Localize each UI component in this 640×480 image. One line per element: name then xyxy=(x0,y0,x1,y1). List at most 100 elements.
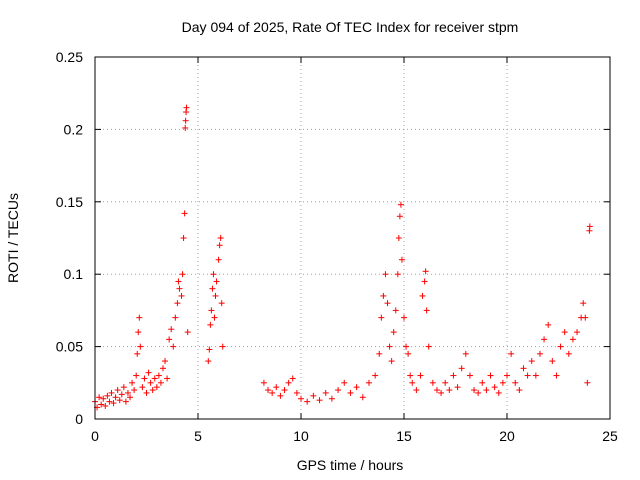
data-point xyxy=(110,400,117,407)
data-point xyxy=(328,395,335,402)
data-point xyxy=(162,358,169,365)
data-point xyxy=(98,401,105,408)
data-point xyxy=(574,329,581,336)
data-point xyxy=(553,372,560,379)
data-point xyxy=(586,223,593,230)
data-point xyxy=(112,394,119,401)
data-point xyxy=(382,271,389,278)
data-point xyxy=(174,300,181,307)
data-point xyxy=(134,350,141,357)
data-point xyxy=(520,365,527,372)
data-point xyxy=(569,336,576,343)
data-point xyxy=(159,365,166,372)
data-point xyxy=(475,389,482,396)
data-point xyxy=(487,372,494,379)
data-point xyxy=(147,379,154,386)
x-tick-label: 5 xyxy=(194,428,202,444)
data-point xyxy=(114,387,121,394)
data-point xyxy=(528,358,535,365)
data-point xyxy=(341,379,348,386)
data-point xyxy=(218,300,225,307)
data-point xyxy=(180,235,187,241)
data-point xyxy=(401,314,407,321)
data-point xyxy=(450,372,457,379)
data-point xyxy=(260,379,267,386)
data-point xyxy=(395,235,402,241)
data-point xyxy=(102,402,109,409)
data-point xyxy=(499,379,506,386)
data-point xyxy=(175,278,182,285)
data-point xyxy=(108,389,115,396)
data-point xyxy=(512,379,519,386)
grid-lines xyxy=(95,57,610,419)
data-point xyxy=(565,350,572,357)
data-point xyxy=(458,365,465,372)
data-point xyxy=(166,336,173,343)
data-point xyxy=(304,398,311,405)
data-point xyxy=(182,117,189,124)
data-point xyxy=(96,394,103,401)
x-axis-label: GPS time / hours xyxy=(297,457,404,473)
data-point xyxy=(133,372,140,379)
data-point xyxy=(182,124,189,131)
data-point xyxy=(466,372,473,379)
data-point xyxy=(183,104,190,111)
data-point xyxy=(398,256,405,263)
data-point xyxy=(335,387,342,394)
data-point xyxy=(365,379,372,386)
data-point xyxy=(407,372,414,379)
data-point xyxy=(213,278,220,285)
data-point xyxy=(217,235,224,241)
y-tick-label: 0.1 xyxy=(64,266,84,282)
data-point xyxy=(438,389,445,396)
data-point xyxy=(184,329,191,336)
data-point xyxy=(143,389,150,396)
data-point xyxy=(120,384,127,391)
data-point xyxy=(390,329,397,336)
data-point xyxy=(172,314,179,321)
data-point xyxy=(215,256,222,263)
data-point xyxy=(584,379,591,386)
data-point xyxy=(149,387,156,394)
data-point xyxy=(205,358,212,365)
data-point xyxy=(388,358,395,365)
data-point xyxy=(446,387,453,394)
data-point xyxy=(116,397,123,404)
data-point xyxy=(454,384,461,391)
data-point xyxy=(353,384,360,391)
x-tick-label: 25 xyxy=(602,428,618,444)
data-point xyxy=(124,389,131,396)
data-point xyxy=(181,210,188,217)
data-point xyxy=(495,389,502,396)
data-point xyxy=(176,285,183,292)
data-point xyxy=(209,285,216,292)
data-point xyxy=(129,379,136,386)
data-point xyxy=(207,321,214,328)
data-point xyxy=(549,358,556,365)
data-point xyxy=(139,384,146,391)
x-tick-label: 20 xyxy=(499,428,515,444)
data-point xyxy=(310,392,317,399)
data-point xyxy=(293,389,300,396)
data-point xyxy=(557,343,564,350)
data-point xyxy=(397,201,404,208)
plot-frame xyxy=(94,56,611,420)
data-point xyxy=(122,398,129,405)
data-point xyxy=(433,387,440,394)
data-point xyxy=(491,384,498,391)
data-point xyxy=(208,307,215,314)
data-point xyxy=(516,387,523,394)
data-point xyxy=(442,379,449,386)
data-point xyxy=(545,321,552,328)
y-tick-label: 0.15 xyxy=(56,194,83,210)
data-point xyxy=(265,387,272,394)
data-point xyxy=(212,292,219,299)
data-point xyxy=(157,379,164,386)
data-point xyxy=(561,329,568,336)
data-point xyxy=(378,314,385,321)
data-point xyxy=(322,389,329,396)
data-point xyxy=(298,395,304,402)
data-point xyxy=(168,326,175,333)
data-point xyxy=(532,372,539,379)
data-point xyxy=(136,314,143,321)
